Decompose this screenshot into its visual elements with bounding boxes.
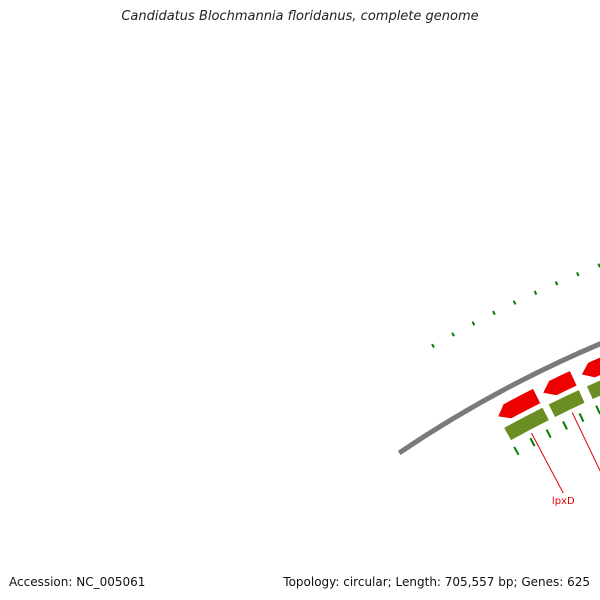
ruler-dot (492, 310, 496, 316)
inner-tick (513, 446, 520, 456)
forward-gene-arrow (496, 387, 542, 420)
inner-tick (562, 420, 568, 430)
kbp-ruler (431, 263, 600, 349)
forward-gene-arrow (580, 356, 600, 379)
gene-segment (502, 406, 551, 442)
genome-summary-label: Topology: circular; Length: 705,557 bp; … (283, 575, 590, 589)
gene-label: lpxD (552, 496, 575, 507)
ruler-dot (554, 281, 559, 286)
ruler-dot (431, 343, 435, 349)
inner-tick-ring (513, 405, 600, 456)
gene-label-leader (571, 412, 600, 472)
ruler-dot (576, 271, 580, 277)
inner-tick (545, 429, 552, 439)
gene-labels: lpxDhlpAyaeTyaeLcdsAuppSdxrfrrpyrH (530, 412, 600, 507)
inner-tick (529, 437, 536, 447)
feature-tracks (496, 356, 600, 442)
ruler-dot (451, 332, 455, 337)
forward-gene-arrow (541, 369, 578, 397)
inner-tick (595, 405, 600, 415)
gene-label-leader (530, 432, 564, 494)
inner-tick (578, 412, 585, 422)
gene-segment (547, 388, 586, 419)
ruler-dot (533, 290, 538, 295)
accession-label: Accession: NC_005061 (9, 575, 146, 589)
ruler-dot (471, 321, 476, 326)
gene-segment (585, 379, 600, 401)
map-title: Candidatus Blochmannia floridanus, compl… (121, 9, 479, 24)
ruler-dot (512, 300, 517, 305)
